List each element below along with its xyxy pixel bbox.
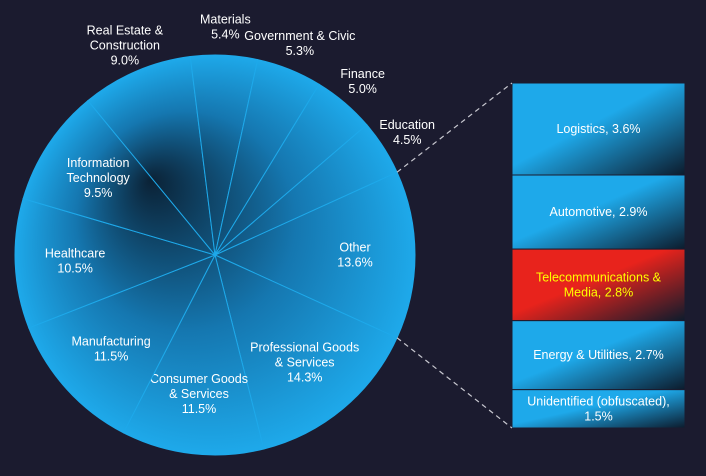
bar-label: Logistics, 3.6% [556, 122, 640, 136]
slice-label: Information Technology [67, 156, 131, 185]
slice-value: 13.6% [337, 256, 372, 270]
slice-value: 10.5% [57, 262, 92, 276]
slice-label: Government & Civic [244, 29, 355, 43]
slice-label: Education [379, 118, 435, 132]
pie-slice [28, 254, 217, 434]
slice-value: 11.5% [94, 349, 129, 363]
slice-value: 5.3% [286, 44, 315, 58]
slice-value: 9.5% [84, 186, 113, 200]
slice-value: 5.4% [211, 28, 240, 42]
bar-label: Unidentified (obfuscated), 1.5% [527, 394, 669, 423]
pie-slice [22, 99, 217, 256]
pie-slice [122, 253, 265, 456]
pie-slice [14, 198, 217, 329]
connector-line [396, 337, 513, 429]
pie-slice [87, 55, 216, 257]
slice-label: Other [339, 241, 370, 255]
slice-label: Real Estate & Construction [87, 24, 164, 53]
bar-segment [511, 248, 686, 322]
slice-label: Materials [200, 13, 251, 27]
bar-segment [511, 82, 686, 176]
slice-label: Healthcare [45, 247, 105, 261]
bar-segment [511, 320, 686, 391]
pie-slice [214, 254, 398, 450]
slice-value: 9.0% [111, 54, 140, 68]
pie-slice [213, 171, 416, 339]
slice-label: Manufacturing [71, 334, 150, 348]
slice-value: 11.5% [182, 402, 217, 416]
bar-segment [511, 389, 686, 429]
slice-value: 4.5% [393, 133, 422, 147]
connector-line [396, 82, 513, 173]
slice-label: Finance [340, 67, 385, 81]
bar-label: Energy & Utilities, 2.7% [533, 348, 664, 362]
bar-label: Telecommunications & Media, 2.8% [536, 270, 662, 299]
slice-value: 5.0% [348, 82, 377, 96]
slice-label: Consumer Goods & Services [150, 372, 248, 401]
slice-value: 14.3% [287, 371, 322, 385]
bar-label: Automotive, 2.9% [550, 205, 648, 219]
slice-label: Professional Goods & Services [250, 341, 359, 370]
bar-segment [511, 174, 686, 250]
